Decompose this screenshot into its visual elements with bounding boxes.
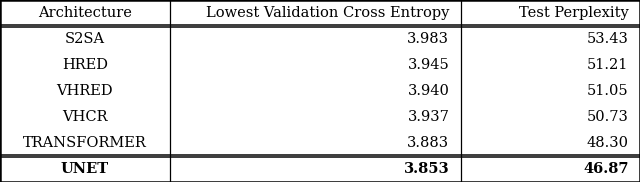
Text: VHRED: VHRED bbox=[56, 84, 113, 98]
Text: Architecture: Architecture bbox=[38, 6, 132, 20]
Text: 3.983: 3.983 bbox=[407, 32, 449, 46]
Text: 46.87: 46.87 bbox=[583, 162, 628, 176]
Text: 50.73: 50.73 bbox=[587, 110, 628, 124]
Text: 48.30: 48.30 bbox=[586, 136, 628, 150]
Text: TRANSFORMER: TRANSFORMER bbox=[23, 136, 147, 150]
Text: 3.937: 3.937 bbox=[408, 110, 449, 124]
Text: 51.21: 51.21 bbox=[587, 58, 628, 72]
Text: UNET: UNET bbox=[61, 162, 109, 176]
Text: 51.05: 51.05 bbox=[587, 84, 628, 98]
Text: HRED: HRED bbox=[62, 58, 108, 72]
Text: Lowest Validation Cross Entropy: Lowest Validation Cross Entropy bbox=[206, 6, 449, 20]
Text: 53.43: 53.43 bbox=[587, 32, 628, 46]
Text: 3.940: 3.940 bbox=[408, 84, 449, 98]
Text: 3.945: 3.945 bbox=[408, 58, 449, 72]
Text: Test Perplexity: Test Perplexity bbox=[519, 6, 628, 20]
Text: 3.853: 3.853 bbox=[404, 162, 449, 176]
Text: 3.883: 3.883 bbox=[407, 136, 449, 150]
Text: S2SA: S2SA bbox=[65, 32, 105, 46]
Text: VHCR: VHCR bbox=[62, 110, 108, 124]
